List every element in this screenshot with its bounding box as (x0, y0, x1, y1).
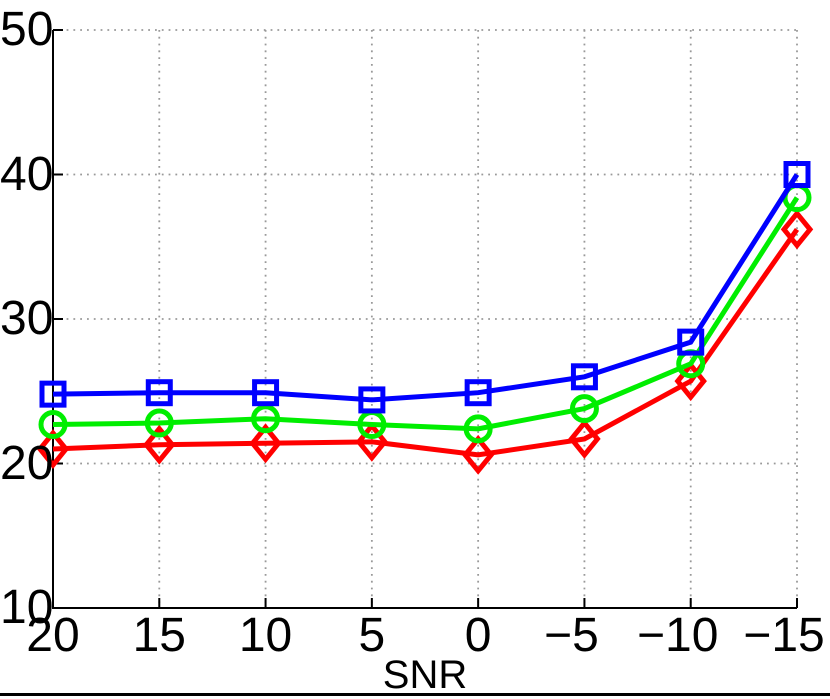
x-tick-label--15: −15 (743, 609, 825, 662)
x-tick-label--10: −10 (636, 609, 719, 662)
x-tick-label-15: 15 (132, 609, 186, 662)
line-green-circles (52, 196, 800, 432)
x-tick-label-0: 0 (464, 609, 492, 662)
circle-marker (144, 408, 174, 438)
circle-marker (38, 409, 68, 439)
circle-marker (251, 404, 281, 434)
square-marker (464, 379, 492, 407)
series-red-diamonds (36, 209, 814, 475)
bottom-rule (0, 693, 830, 696)
line-blue-squares (52, 173, 800, 403)
square-marker (145, 379, 173, 407)
diamond-marker (36, 429, 70, 470)
y-tick-label-30: 30 (0, 292, 54, 345)
square-marker (783, 161, 811, 188)
diamond-marker (355, 421, 389, 462)
y-tick-label-40: 40 (0, 147, 54, 201)
x-axis-label: SNR (382, 653, 468, 697)
y-tick-label-50: 50 (0, 3, 54, 56)
diamond-marker (249, 423, 282, 464)
diamond-marker (780, 209, 814, 250)
diamond-marker (461, 434, 495, 475)
y-tick-label-20: 20 (0, 436, 54, 490)
line-red-diamonds (52, 227, 800, 458)
square-marker (358, 386, 386, 414)
diamond-marker (568, 418, 601, 459)
square-marker (570, 363, 598, 391)
x-tick-label--5: −5 (544, 609, 599, 662)
diamond-marker (143, 424, 176, 465)
x-tick-label-20: 20 (26, 609, 80, 662)
series-blue-squares (39, 161, 811, 414)
x-tick-label-5: 5 (358, 609, 386, 662)
square-marker (39, 380, 67, 408)
square-marker (252, 379, 280, 407)
square-marker (677, 328, 705, 356)
diamond-marker (674, 361, 707, 402)
circle-marker (569, 394, 599, 424)
y-tick-label-10: 10 (0, 581, 54, 634)
circle-marker (463, 414, 493, 444)
x-tick-label-10: 10 (238, 609, 293, 662)
